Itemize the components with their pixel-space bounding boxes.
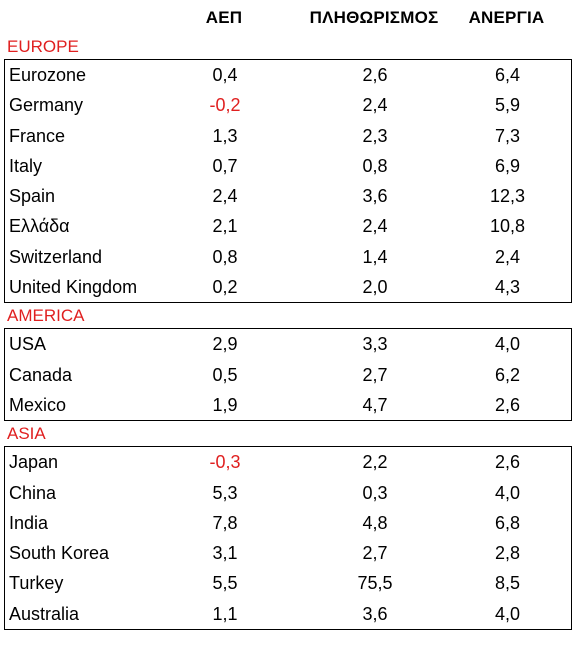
table-row: Australia 1,1 3,6 4,0	[5, 599, 571, 629]
country-name: Japan	[9, 452, 59, 473]
table-row: Japan -0,3 2,2 2,6	[5, 447, 571, 477]
population-value: 1,4	[362, 246, 388, 267]
table-row: India 7,8 4,8 6,8	[5, 508, 571, 538]
unemployment-value: 12,3	[489, 186, 526, 207]
table-row: South Korea 3,1 2,7 2,8	[5, 538, 571, 568]
population-value: 2,4	[362, 216, 388, 237]
population-value: 2,6	[362, 65, 388, 85]
gdp-value: 1,1	[212, 603, 238, 624]
unemployment-value: 2,4	[494, 246, 521, 267]
unemployment-value: 4,3	[494, 277, 521, 298]
country-name: Switzerland	[9, 246, 103, 267]
unemployment-value: 4,0	[494, 603, 521, 624]
gdp-value: 0,7	[212, 155, 238, 176]
gdp-value: -0,3	[209, 452, 241, 473]
population-value: 2,2	[362, 452, 388, 473]
gdp-value: 5,5	[212, 573, 238, 594]
unemployment-value: 2,6	[494, 452, 521, 473]
country-name: Ελλάδα	[9, 216, 70, 237]
country-name: Spain	[9, 186, 56, 207]
header-population: ΠΛΗΘΩΡΙΣΜΟΣ	[309, 8, 439, 27]
section-group-america: USA 2,9 3,3 4,0 Canada 0,5 2,7 6,2 Mexico 1,9 4,7 2…	[4, 328, 572, 422]
unemployment-value: 5,9	[494, 95, 521, 116]
population-value: 0,8	[362, 155, 388, 176]
section-label-europe: EUROPE	[7, 37, 79, 56]
gdp-value: 1,3	[212, 125, 238, 146]
gdp-value: 2,9	[212, 334, 238, 355]
population-value: 2,3	[362, 125, 388, 146]
population-value: 2,4	[362, 95, 388, 116]
population-value: 2,7	[362, 364, 388, 385]
unemployment-value: 7,3	[494, 125, 521, 146]
gdp-value: 0,2	[212, 277, 238, 298]
country-name: USA	[9, 334, 47, 355]
country-name: Turkey	[9, 573, 64, 594]
country-name: Italy	[9, 155, 43, 176]
unemployment-value: 6,2	[494, 364, 521, 385]
table-row: Canada 0,5 2,7 6,2	[5, 360, 571, 390]
gdp-value: 0,8	[212, 246, 238, 267]
header-unemployment: ΑΝΕΡΓΙΑ	[468, 8, 545, 27]
table-row: Eurozone 0,4 2,6 6,4	[5, 60, 571, 90]
unemployment-value: 2,6	[494, 394, 521, 415]
section-label-asia: ASIA	[7, 424, 46, 444]
gdp-value: 5,3	[212, 482, 238, 503]
population-value: 3,6	[362, 186, 388, 207]
gdp-value: 1,9	[212, 394, 238, 415]
country-name: United Kingdom	[9, 277, 138, 298]
country-name: Eurozone	[9, 65, 87, 85]
population-value: 0,3	[362, 482, 388, 503]
header-gdp: ΑΕΠ	[205, 8, 243, 27]
gdp-value: 0,4	[212, 65, 238, 85]
unemployment-value: 10,8	[489, 216, 526, 237]
country-name: Mexico	[9, 394, 67, 415]
table-row: United Kingdom 0,2 2,0 4,3	[5, 272, 571, 302]
country-name: China	[9, 482, 57, 503]
population-value: 2,0	[362, 277, 388, 298]
unemployment-value: 6,4	[494, 65, 521, 85]
country-name: Germany	[9, 95, 84, 116]
table-row: Switzerland 0,8 1,4 2,4	[5, 242, 571, 272]
section-label-america: AMERICA	[7, 306, 85, 326]
population-value: 4,7	[362, 394, 388, 415]
section-group-europe: Eurozone 0,4 2,6 6,4 Germany -0,2 2,4 5,9 France…	[4, 59, 572, 304]
gdp-value: 0,5	[212, 364, 238, 385]
unemployment-value: 4,0	[494, 482, 521, 503]
header-row: ΑΕΠ ΠΛΗΘΩΡΙΣΜΟΣ ΑΝΕΡΓΙΑ	[4, 0, 572, 34]
country-name: India	[9, 512, 49, 533]
table-row: Ελλάδα 2,1 2,4 10,8	[5, 211, 571, 241]
gdp-value: 2,4	[212, 186, 238, 207]
population-value: 4,8	[362, 512, 388, 533]
country-name: Australia	[9, 603, 80, 624]
sections-container: EUROPE Eurozone 0,4 2,6 6,4 Germany -0,2 2,4 5,9…	[4, 34, 572, 631]
unemployment-value: 2,8	[494, 543, 521, 564]
gdp-value: 2,1	[212, 216, 238, 237]
population-value: 2,7	[362, 543, 388, 564]
unemployment-value: 6,8	[494, 512, 521, 533]
table-row: Turkey 5,5 75,5 8,5	[5, 568, 571, 598]
population-value: 3,3	[362, 334, 388, 355]
table-row: Italy 0,7 0,8 6,9	[5, 151, 571, 181]
table-row: USA 2,9 3,3 4,0	[5, 329, 571, 359]
gdp-value: -0,2	[209, 95, 241, 116]
country-name: South Korea	[9, 543, 110, 564]
gdp-value: 3,1	[212, 543, 238, 564]
population-value: 75,5	[357, 573, 393, 594]
table-row: China 5,3 0,3 4,0	[5, 478, 571, 508]
country-name: Canada	[9, 364, 73, 385]
country-name: France	[9, 125, 66, 146]
economic-indicators-table: ΑΕΠ ΠΛΗΘΩΡΙΣΜΟΣ ΑΝΕΡΓΙΑ EUROPE Eurozone 0,…	[4, 0, 572, 631]
gdp-value: 7,8	[212, 512, 238, 533]
section-group-asia: Japan -0,3 2,2 2,6 China 5,3 0,3 4,0 India 7,8 4,8…	[4, 446, 572, 631]
table-row: France 1,3 2,3 7,3	[5, 121, 571, 151]
unemployment-value: 4,0	[494, 334, 521, 355]
table-row: Germany -0,2 2,4 5,9	[5, 90, 571, 120]
unemployment-value: 8,5	[494, 573, 521, 594]
population-value: 3,6	[362, 603, 388, 624]
table-row: Spain 2,4 3,6 12,3	[5, 181, 571, 211]
unemployment-value: 6,9	[494, 155, 521, 176]
table-row: Mexico 1,9 4,7 2,6	[5, 390, 571, 420]
